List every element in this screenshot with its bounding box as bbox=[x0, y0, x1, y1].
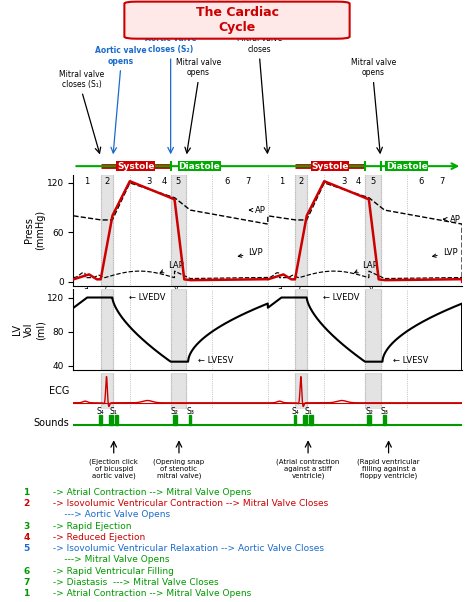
Text: a: a bbox=[278, 284, 283, 293]
Text: a: a bbox=[83, 284, 88, 293]
Text: Mitral valve
opens: Mitral valve opens bbox=[351, 58, 396, 77]
Text: 6: 6 bbox=[224, 177, 230, 186]
Bar bbox=[365, 289, 381, 370]
Text: 5: 5 bbox=[176, 177, 181, 186]
Text: Diastole: Diastole bbox=[386, 162, 428, 170]
Text: 6: 6 bbox=[419, 177, 424, 186]
Text: (Ejection click
of bicuspid
aortic valve): (Ejection click of bicuspid aortic valve… bbox=[89, 458, 138, 479]
Text: Sounds: Sounds bbox=[34, 418, 70, 428]
Text: Mitral valve
opens: Mitral valve opens bbox=[176, 58, 221, 77]
Text: ECG: ECG bbox=[49, 386, 70, 396]
Text: The Cardiac
Cycle: The Cardiac Cycle bbox=[195, 6, 279, 34]
Text: Aortic valve
closes (S₂): Aortic valve closes (S₂) bbox=[145, 34, 196, 54]
Bar bbox=[109, 415, 113, 426]
Text: 6: 6 bbox=[23, 566, 29, 576]
Bar bbox=[295, 175, 307, 286]
Text: ← LVESV: ← LVESV bbox=[199, 356, 234, 365]
Bar bbox=[100, 373, 113, 409]
Bar bbox=[365, 175, 381, 286]
Text: S₂: S₂ bbox=[171, 407, 179, 416]
Text: -> Atrial Contraction --> Mitral Valve Opens: -> Atrial Contraction --> Mitral Valve O… bbox=[50, 589, 252, 598]
Text: 5: 5 bbox=[370, 177, 375, 186]
Text: Diastole: Diastole bbox=[178, 162, 220, 170]
Text: AP: AP bbox=[249, 205, 266, 214]
Bar bbox=[295, 289, 307, 370]
Bar bbox=[365, 373, 381, 409]
Text: -> Diastasis  ---> Mitral Valve Closes: -> Diastasis ---> Mitral Valve Closes bbox=[50, 578, 219, 587]
Text: 4: 4 bbox=[23, 533, 29, 542]
Text: 7: 7 bbox=[23, 578, 29, 587]
Text: 4: 4 bbox=[356, 177, 361, 186]
Text: S₁: S₁ bbox=[304, 407, 312, 416]
Text: 7: 7 bbox=[245, 177, 250, 186]
Text: c: c bbox=[299, 284, 303, 293]
Bar bbox=[189, 415, 191, 426]
Text: -> Isovolumic Ventricular Contraction --> Mitral Valve Closes: -> Isovolumic Ventricular Contraction --… bbox=[50, 499, 328, 508]
Text: Systole: Systole bbox=[117, 162, 155, 170]
Text: S₃: S₃ bbox=[186, 407, 194, 416]
Bar bbox=[295, 373, 307, 409]
Bar bbox=[100, 175, 113, 286]
Text: LVP: LVP bbox=[238, 249, 263, 258]
Bar bbox=[115, 415, 118, 426]
Text: 1: 1 bbox=[23, 488, 29, 497]
Text: Mitral valve
closes: Mitral valve closes bbox=[237, 34, 282, 54]
Text: 1: 1 bbox=[279, 177, 284, 186]
Bar bbox=[171, 373, 186, 409]
Text: v: v bbox=[368, 284, 373, 293]
Text: Aortic valve
opens: Aortic valve opens bbox=[95, 46, 146, 66]
Text: LAP: LAP bbox=[355, 261, 378, 273]
Text: (Atrial contraction
against a stiff
ventricle): (Atrial contraction against a stiff vent… bbox=[276, 458, 340, 479]
Bar bbox=[99, 415, 102, 426]
Y-axis label: LV
Vol
(ml): LV Vol (ml) bbox=[12, 320, 45, 340]
Text: 3: 3 bbox=[23, 522, 29, 531]
Text: LAP: LAP bbox=[160, 261, 183, 273]
Text: ← LVESV: ← LVESV bbox=[393, 356, 428, 365]
Text: 2: 2 bbox=[104, 177, 109, 186]
Text: 7: 7 bbox=[439, 177, 445, 186]
Text: v: v bbox=[174, 284, 178, 293]
Text: 2: 2 bbox=[299, 177, 304, 186]
Text: 1: 1 bbox=[84, 177, 90, 186]
Bar bbox=[383, 415, 386, 426]
Text: Systole: Systole bbox=[311, 162, 349, 170]
Text: Mitral valve
closes (S₁): Mitral valve closes (S₁) bbox=[59, 70, 104, 89]
Text: S₂: S₂ bbox=[365, 407, 373, 416]
Text: S₄: S₄ bbox=[97, 407, 105, 416]
Y-axis label: Press
(mmHg): Press (mmHg) bbox=[24, 210, 45, 250]
Bar bbox=[303, 415, 307, 426]
Bar bbox=[367, 415, 371, 426]
Text: -> Atrial Contraction --> Mitral Valve Opens: -> Atrial Contraction --> Mitral Valve O… bbox=[50, 488, 252, 497]
Text: ---> Aortic Valve Opens: ---> Aortic Valve Opens bbox=[50, 510, 171, 520]
Text: ---> Mitral Valve Opens: ---> Mitral Valve Opens bbox=[50, 555, 170, 564]
Text: 1: 1 bbox=[23, 589, 29, 598]
Text: S₄: S₄ bbox=[291, 407, 299, 416]
Text: 4: 4 bbox=[161, 177, 166, 186]
Bar bbox=[173, 415, 177, 426]
Text: S₁: S₁ bbox=[110, 407, 118, 416]
Text: 3: 3 bbox=[341, 177, 346, 186]
Text: -> Rapid Ejection: -> Rapid Ejection bbox=[50, 522, 132, 531]
Bar bbox=[100, 289, 113, 370]
Text: (Rapid ventricular
filling against a
floppy ventricle): (Rapid ventricular filling against a flo… bbox=[357, 458, 420, 479]
Text: ← LVEDV: ← LVEDV bbox=[323, 293, 360, 302]
Text: -> Isovolumic Ventricular Relaxation --> Aortic Valve Closes: -> Isovolumic Ventricular Relaxation -->… bbox=[50, 544, 324, 553]
Bar bbox=[309, 415, 313, 426]
Text: 2: 2 bbox=[23, 499, 29, 508]
Text: -> Reduced Ejection: -> Reduced Ejection bbox=[50, 533, 146, 542]
Bar bbox=[171, 175, 186, 286]
Text: 3: 3 bbox=[146, 177, 152, 186]
Bar bbox=[171, 289, 186, 370]
FancyBboxPatch shape bbox=[124, 2, 350, 39]
Text: -> Rapid Ventricular Filling: -> Rapid Ventricular Filling bbox=[50, 566, 174, 576]
Text: ← LVEDV: ← LVEDV bbox=[129, 293, 165, 302]
Text: c: c bbox=[105, 284, 109, 293]
Bar bbox=[293, 415, 296, 426]
Text: (Opening snap
of stenotic
mitral valve): (Opening snap of stenotic mitral valve) bbox=[154, 458, 205, 479]
Text: LVP: LVP bbox=[433, 249, 457, 258]
Text: 5: 5 bbox=[23, 544, 29, 553]
Text: AP: AP bbox=[444, 215, 461, 223]
Text: S₃: S₃ bbox=[381, 407, 388, 416]
